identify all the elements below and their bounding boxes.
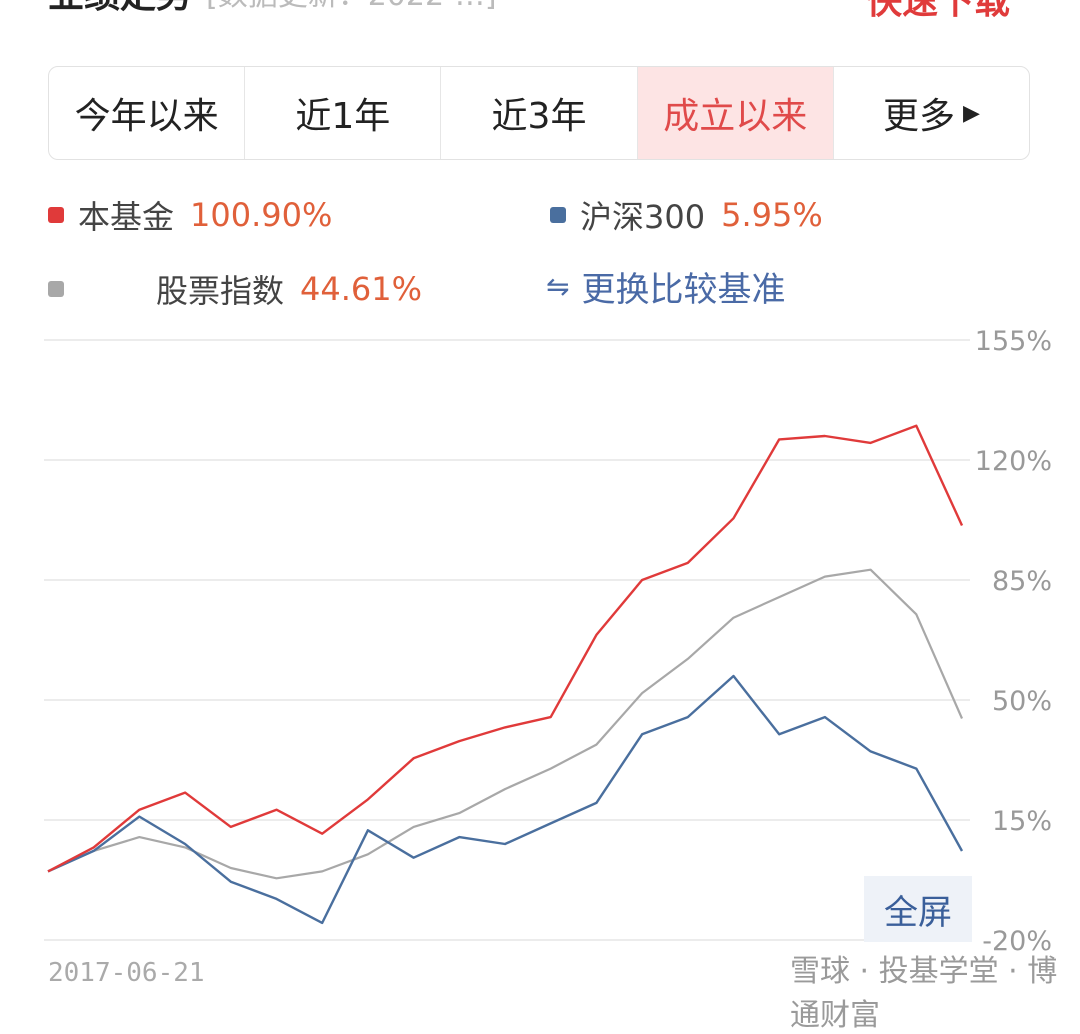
tab-label: 更多 <box>882 96 955 137</box>
switch-benchmark-button[interactable]: ⇋ 更换比较基准 <box>546 262 785 311</box>
tab-3y[interactable]: 近3年 <box>441 67 638 159</box>
y-tick-label: 155% <box>975 326 1052 357</box>
y-tick-label: 85% <box>992 566 1052 597</box>
y-tick-label: 120% <box>975 446 1052 477</box>
legend-name: 本基金 <box>78 198 175 236</box>
tab-label: 近3年 <box>491 96 587 137</box>
tab-1y[interactable]: 近1年 <box>245 67 442 159</box>
tab-label: 今年以来 <box>74 96 219 137</box>
legend-fund: 本基金 100.90% <box>48 192 332 238</box>
legend-index: 股票指数 44.61% <box>48 266 422 312</box>
section-title: 业绩走势 [数据更新：2022-…] <box>48 0 497 16</box>
swap-arrows-icon: ⇋ <box>546 270 570 303</box>
tab-ytd[interactable]: 今年以来 <box>49 67 246 159</box>
update-note: [数据更新：2022-…] <box>206 0 497 14</box>
y-tick-label: 15% <box>992 806 1052 837</box>
legend-swatch <box>48 207 64 223</box>
legend-swatch <box>550 207 566 223</box>
page-title: 业绩走势 <box>48 0 192 18</box>
tab-more[interactable]: 更多 ▶ <box>834 67 1029 159</box>
x-axis-start-date: 2017-06-21 <box>48 958 205 988</box>
legend-value: 100.90% <box>190 196 333 234</box>
fullscreen-button[interactable]: 全屏 <box>864 876 972 942</box>
switch-benchmark-label: 更换比较基准 <box>581 270 786 310</box>
legend-name: 股票指数 <box>156 272 285 310</box>
watermark: 雪球 · 投基学堂 · 博通财富 <box>790 954 1058 1033</box>
legend-value: 44.61% <box>300 270 423 308</box>
legend-swatch <box>48 281 64 297</box>
tab-label: 近1年 <box>295 96 391 137</box>
performance-chart: 155% 120% 85% 50% 15% -20% <box>44 326 1052 957</box>
tab-label: 成立以来 <box>663 96 808 137</box>
y-tick-label: 50% <box>992 686 1052 717</box>
series-line-0 <box>47 424 964 873</box>
legend-name: 沪深300 <box>580 198 706 236</box>
tab-since-inception[interactable]: 成立以来 <box>637 67 834 159</box>
legend-value: 5.95% <box>721 196 823 234</box>
y-tick-label: -20% <box>982 926 1052 957</box>
series-line-2 <box>47 568 964 880</box>
triangle-right-icon: ▶ <box>962 100 980 126</box>
header-right-link[interactable]: 快速下载 <box>865 0 1010 22</box>
period-tabs: 今年以来 近1年 近3年 成立以来 更多 ▶ <box>48 66 1030 160</box>
legend-hs300: 沪深300 5.95% <box>550 192 823 238</box>
series-line-1 <box>47 674 964 925</box>
